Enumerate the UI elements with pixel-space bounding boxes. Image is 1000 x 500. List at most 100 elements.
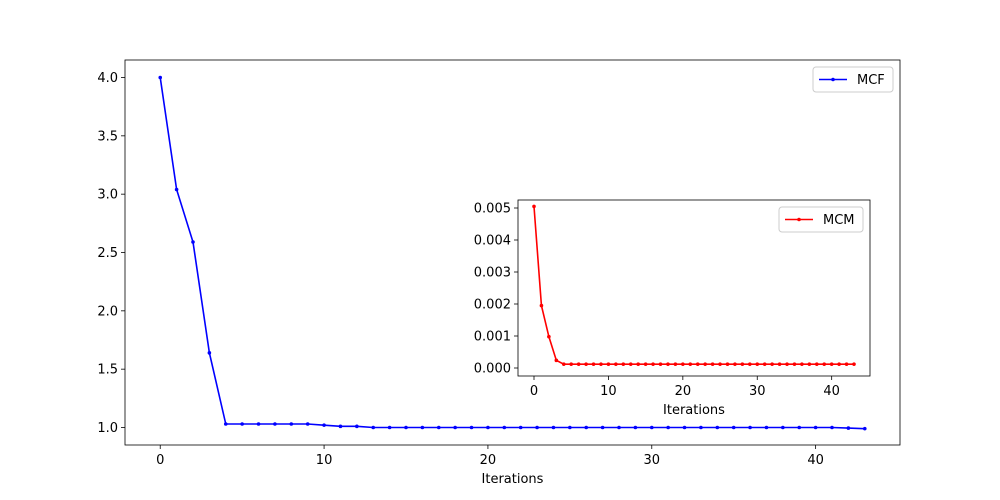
data-point: [576, 362, 581, 366]
data-point: [453, 425, 457, 430]
legend-marker: [797, 217, 801, 222]
data-point: [837, 362, 841, 366]
y-tick-label: 0.005: [474, 202, 511, 217]
y-tick-label: 1.0: [97, 421, 118, 436]
data-point: [852, 362, 856, 366]
x-tick-label: 0: [156, 453, 164, 468]
data-point: [666, 425, 670, 430]
legend: MCF: [812, 66, 894, 93]
data-point: [651, 362, 655, 366]
x-tick-label: 10: [316, 453, 333, 468]
y-tick-label: 0.003: [474, 266, 511, 281]
data-point: [829, 362, 834, 366]
x-tick-label: 20: [480, 453, 497, 468]
data-point: [862, 426, 867, 431]
data-point: [539, 303, 544, 308]
data-point: [710, 362, 715, 366]
data-point: [256, 422, 261, 426]
legend-marker: [831, 77, 835, 82]
y-tick-label: 0.000: [474, 362, 511, 377]
data-point: [643, 362, 648, 366]
y-tick-label: 4.0: [97, 71, 118, 86]
data-point: [682, 425, 687, 430]
legend: MCM: [778, 206, 864, 233]
data-point: [551, 425, 556, 430]
data-point: [718, 362, 722, 366]
data-point: [371, 425, 376, 430]
data-point: [830, 425, 834, 430]
data-point: [568, 425, 572, 430]
data-point: [633, 425, 638, 430]
data-point: [469, 425, 474, 430]
data-point: [436, 425, 441, 430]
data-point: [688, 362, 693, 366]
data-point: [240, 422, 244, 426]
data-point: [699, 425, 703, 430]
data-point: [797, 425, 802, 430]
data-point: [191, 240, 195, 244]
data-point: [614, 362, 618, 366]
data-point: [591, 362, 596, 366]
data-point: [731, 425, 736, 430]
y-tick-label: 3.0: [97, 188, 118, 203]
data-point: [658, 362, 663, 366]
y-tick-label: 2.5: [97, 246, 118, 261]
y-tick-label: 0.002: [474, 298, 511, 313]
data-point: [649, 425, 654, 430]
data-point: [681, 362, 685, 366]
data-point: [748, 362, 752, 366]
y-tick-label: 2.0: [97, 304, 118, 319]
legend-label: MCM: [823, 213, 855, 228]
x-tick-label: 20: [675, 384, 692, 399]
data-point: [628, 362, 633, 366]
data-point: [725, 362, 730, 366]
inset-chart: 0 10 20 30 40 0.000 0.001 0.002 0.003 0.004 0.005 I…: [474, 199, 871, 418]
data-point: [600, 425, 605, 430]
data-point: [785, 362, 789, 366]
plot-frame: [517, 199, 871, 377]
x-tick-label: 10: [600, 384, 617, 399]
data-point: [599, 362, 603, 366]
data-point: [404, 425, 408, 430]
x-axis-label: Iterations: [663, 403, 725, 418]
data-point: [781, 425, 785, 430]
legend-label: MCF: [857, 73, 885, 88]
legend-box: [778, 206, 864, 233]
y-tick-label: 0.001: [474, 330, 511, 345]
data-point: [844, 362, 849, 366]
data-point: [813, 425, 818, 430]
data-point: [561, 362, 566, 366]
data-point: [762, 362, 767, 366]
data-point: [387, 425, 392, 430]
data-point: [617, 425, 621, 430]
data-point: [673, 362, 678, 366]
data-point: [584, 425, 589, 430]
data-point: [755, 362, 760, 366]
x-tick-label: 30: [643, 453, 660, 468]
data-point: [636, 362, 640, 366]
plot-frame: [124, 59, 901, 446]
data-point: [486, 425, 490, 430]
data-point: [305, 422, 310, 426]
data-point: [532, 204, 536, 209]
data-point: [535, 425, 539, 430]
x-tick-label: 40: [807, 453, 824, 468]
legend-box: [812, 66, 894, 93]
x-tick-label: 0: [530, 384, 538, 399]
y-tick-label: 1.5: [97, 363, 118, 378]
data-point: [606, 362, 611, 366]
data-point: [695, 362, 700, 366]
data-point: [322, 423, 326, 427]
data-point: [792, 362, 797, 366]
data-point: [502, 425, 507, 430]
data-point: [807, 362, 812, 366]
data-point: [703, 362, 707, 366]
data-point: [621, 362, 626, 366]
data-point: [223, 422, 228, 426]
data-point: [547, 334, 551, 339]
data-point: [748, 425, 752, 430]
data-point: [420, 425, 425, 430]
data-point: [846, 426, 851, 430]
data-point: [777, 362, 782, 366]
